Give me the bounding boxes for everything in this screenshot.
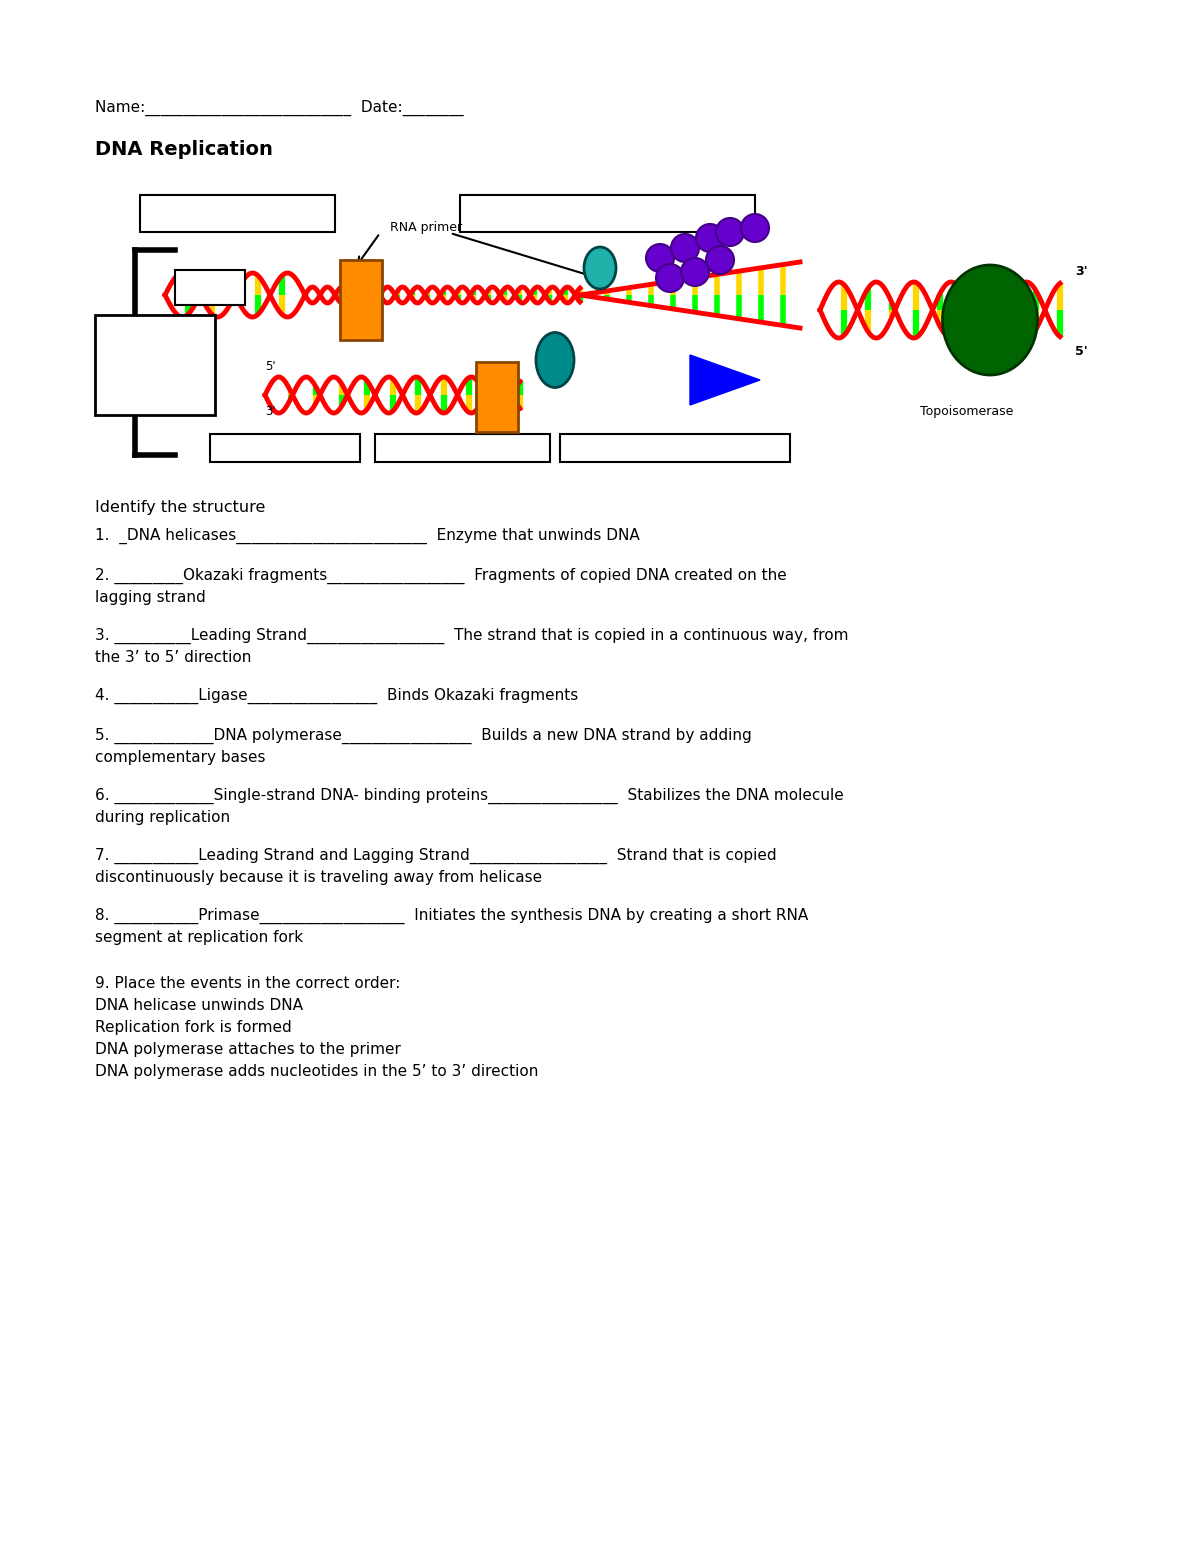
Circle shape [682,258,709,286]
Text: 3. __________Leading Strand__________________  The strand that is copied in a co: 3. __________Leading Strand_____________… [95,627,848,644]
Bar [560,433,790,461]
Text: Topoisomerase: Topoisomerase [920,405,1013,418]
Text: DNA Replication: DNA Replication [95,140,272,158]
Text: discontinuously because it is traveling away from helicase: discontinuously because it is traveling … [95,870,542,885]
Circle shape [706,245,734,273]
Text: 5. _____________DNA polymerase_________________  Builds a new DNA strand by addi: 5. _____________DNA polymerase__________… [95,728,751,744]
Text: DNA polymerase adds nucleotides in the 5’ to 3’ direction: DNA polymerase adds nucleotides in the 5… [95,1064,539,1079]
Text: complementary bases: complementary bases [95,750,265,766]
Text: 5': 5' [1075,345,1087,359]
Ellipse shape [536,332,574,388]
Circle shape [696,224,724,252]
Ellipse shape [584,247,616,289]
Text: Name:___________________________  Date:________: Name:___________________________ Date:__… [95,99,463,116]
Circle shape [646,244,674,272]
Bar [140,196,335,231]
Bar [374,433,550,461]
Text: Identify the structure: Identify the structure [95,500,265,516]
Circle shape [716,217,744,245]
Text: 4. ___________Ligase_________________  Binds Okazaki fragments: 4. ___________Ligase_________________ Bi… [95,688,578,704]
Bar [476,362,518,432]
Bar [175,270,245,304]
Circle shape [671,235,698,262]
Text: Replication fork is formed: Replication fork is formed [95,1020,292,1034]
Text: during replication: during replication [95,811,230,825]
Text: the 3’ to 5’ direction: the 3’ to 5’ direction [95,651,251,665]
Bar [340,259,382,340]
Bar [95,315,215,415]
Circle shape [656,264,684,292]
Text: lagging strand: lagging strand [95,590,205,606]
Text: segment at replication fork: segment at replication fork [95,930,304,944]
Text: 5': 5' [265,360,276,373]
Text: DNA polymerase attaches to the primer: DNA polymerase attaches to the primer [95,1042,401,1058]
Text: 6. _____________Single-strand DNA- binding proteins_________________  Stabilizes: 6. _____________Single-strand DNA- bindi… [95,787,844,804]
Circle shape [742,214,769,242]
Text: 8. ___________Primase___________________  Initiates the synthesis DNA by creatin: 8. ___________Primase___________________… [95,909,809,924]
Text: 1.  _DNA helicases_________________________  Enzyme that unwinds DNA: 1. _DNA helicases_______________________… [95,528,640,544]
Bar [210,433,360,461]
Text: 2. _________Okazaki fragments__________________  Fragments of copied DNA created: 2. _________Okazaki fragments___________… [95,568,787,584]
Text: RNA primer: RNA primer [390,222,462,235]
Ellipse shape [942,266,1038,374]
Text: 9. Place the events in the correct order:: 9. Place the events in the correct order… [95,975,401,991]
Text: 3': 3' [1075,266,1087,278]
Text: DNA helicase unwinds DNA: DNA helicase unwinds DNA [95,999,302,1013]
Text: 7. ___________Leading Strand and Lagging Strand__________________  Strand that i: 7. ___________Leading Strand and Lagging… [95,848,776,863]
Text: 3': 3' [265,405,276,418]
Bar [460,196,755,231]
Polygon shape [690,356,760,405]
